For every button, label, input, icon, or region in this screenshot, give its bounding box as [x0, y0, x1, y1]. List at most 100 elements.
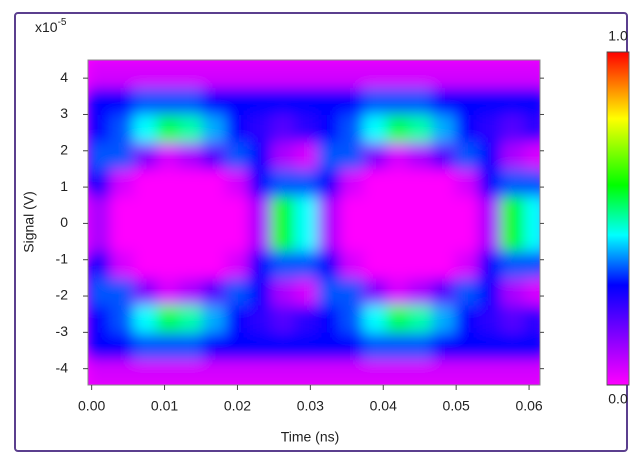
heat-cell	[133, 168, 158, 197]
heat-cell	[386, 250, 411, 279]
heat-cell	[386, 277, 411, 306]
heat-cell	[523, 168, 540, 197]
heat-cell	[500, 304, 525, 333]
heat-cell	[317, 86, 342, 115]
y-scale-base: x10	[35, 19, 58, 35]
heat-cell	[271, 304, 296, 333]
heat-cell	[202, 250, 227, 279]
heat-cell	[225, 222, 250, 252]
heat-cell	[294, 331, 319, 361]
heat-cell	[248, 195, 273, 224]
heat-cell	[317, 113, 342, 143]
heat-cell	[294, 222, 319, 252]
heat-cell	[477, 168, 502, 197]
heat-cell	[110, 277, 135, 306]
heat-cell	[294, 250, 319, 279]
heat-cell	[431, 195, 456, 224]
heat-cell	[179, 168, 204, 197]
heat-cell	[523, 222, 540, 252]
heat-cell	[133, 359, 158, 385]
heat-cell	[179, 60, 204, 88]
heat-cell	[340, 141, 365, 170]
heat-cell	[523, 304, 540, 333]
heat-cell	[156, 222, 181, 252]
heat-cell	[179, 86, 204, 115]
heat-cell	[133, 331, 158, 361]
heat-cell	[225, 60, 250, 88]
heat-cell	[431, 359, 456, 385]
heat-cell	[454, 86, 479, 115]
y-tick-label: 3	[60, 105, 68, 121]
heat-cell	[225, 304, 250, 333]
x-tick-label: 0.05	[443, 398, 470, 414]
heat-cell	[317, 141, 342, 170]
heat-cell	[500, 359, 525, 385]
y-tick-label: 4	[60, 69, 68, 85]
plot-frame	[87, 59, 541, 386]
heat-cell	[271, 141, 296, 170]
heat-cell	[156, 141, 181, 170]
heat-cell	[271, 195, 296, 224]
heat-cell	[179, 195, 204, 224]
heat-cell	[156, 60, 181, 88]
heat-cell	[477, 277, 502, 306]
heat-cell	[271, 277, 296, 306]
y-tick-label: -3	[56, 323, 69, 339]
heat-cell	[340, 304, 365, 333]
heat-cell	[294, 168, 319, 197]
heat-cell	[202, 60, 227, 88]
heat-cell	[340, 277, 365, 306]
heat-cell	[156, 168, 181, 197]
heat-cell	[431, 277, 456, 306]
heat-cell	[248, 113, 273, 143]
heat-cell	[500, 113, 525, 143]
heatmap	[88, 60, 540, 385]
heat-cell	[409, 60, 433, 88]
heat-cell	[271, 113, 296, 143]
colorbar-tick-label: 1.0	[608, 28, 628, 44]
heat-cell	[363, 222, 388, 252]
y-scale-label: x10-5	[35, 17, 67, 35]
heat-cell	[202, 222, 227, 252]
heat-cell	[386, 331, 411, 361]
heat-cell	[179, 222, 204, 252]
heat-cell	[523, 141, 540, 170]
heat-cell	[294, 113, 319, 143]
heat-cell	[386, 113, 411, 143]
heat-cell	[248, 359, 273, 385]
heat-cell	[225, 331, 250, 361]
y-tick-label: -1	[56, 250, 69, 266]
colorbar	[606, 51, 630, 386]
heat-cell	[477, 222, 502, 252]
heat-cell	[202, 331, 227, 361]
heat-cell	[202, 359, 227, 385]
heat-cell	[88, 304, 112, 333]
heat-cell	[500, 222, 525, 252]
heat-cell	[317, 222, 342, 252]
heat-cell	[340, 60, 365, 88]
heat-cell	[202, 113, 227, 143]
heat-cell	[477, 141, 502, 170]
heat-cell	[386, 222, 411, 252]
heat-cell	[317, 60, 342, 88]
heat-cell	[317, 195, 342, 224]
y-axis-label: Signal (V)	[21, 191, 37, 252]
heat-cell	[88, 331, 112, 361]
heat-cell	[133, 250, 158, 279]
heat-cell	[271, 359, 296, 385]
heat-cell	[294, 195, 319, 224]
heat-cell	[363, 250, 388, 279]
x-axis-label: Time (ns)	[281, 429, 340, 445]
heat-cell	[88, 141, 112, 170]
heat-cell	[409, 195, 433, 224]
y-scale-exponent: -5	[58, 17, 67, 28]
heat-cell	[409, 86, 433, 115]
heat-cell	[225, 250, 250, 279]
heat-cell	[500, 331, 525, 361]
heat-cell	[477, 331, 502, 361]
heat-cell	[88, 60, 112, 88]
heat-cell	[88, 277, 112, 306]
heat-cell	[294, 359, 319, 385]
heat-cell	[454, 113, 479, 143]
colorbar-tick-label: 0.0	[608, 391, 628, 407]
